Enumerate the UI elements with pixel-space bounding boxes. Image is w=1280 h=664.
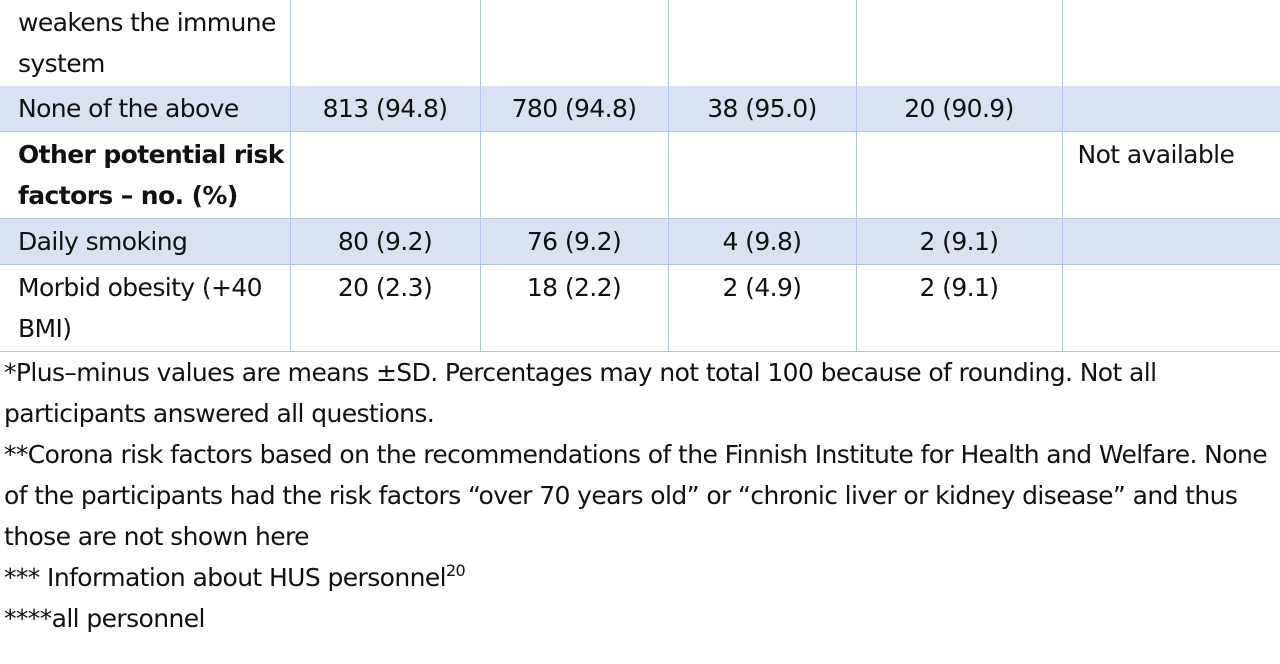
table-cell: 18 (2.2) [480, 264, 669, 352]
table-cell: 76 (9.2) [480, 218, 669, 265]
table-row: Morbid obesity (+40 BMI) 20 (2.3) 18 (2.2)… [0, 264, 1280, 352]
footnote: *** Information about HUS personnel20 [4, 557, 1276, 598]
data-table: weakens the immune system None of the abo… [0, 0, 1280, 352]
table-cell [668, 0, 857, 86]
table-cell: 2 (4.9) [668, 264, 857, 352]
row-label: None of the above [0, 86, 291, 132]
table-row: weakens the immune system [0, 0, 1280, 86]
table-cell: 80 (9.2) [290, 218, 481, 265]
table-cell: 2 (9.1) [856, 218, 1063, 265]
footnote: ****all personnel [4, 604, 205, 633]
table-cell [290, 131, 481, 219]
table-cell: 813 (94.8) [290, 86, 481, 132]
table-cell: 780 (94.8) [480, 86, 669, 132]
table-cell [1062, 218, 1280, 265]
row-label: Morbid obesity (+40 BMI) [0, 264, 291, 352]
footnote-superscript: 20 [445, 561, 466, 580]
table-cell: 38 (95.0) [668, 86, 857, 132]
row-label: Daily smoking [0, 218, 291, 265]
table-cell: 2 (9.1) [856, 264, 1063, 352]
footnotes: *Plus–minus values are means ±SD. Percen… [0, 352, 1280, 639]
table-cell: 20 (90.9) [856, 86, 1063, 132]
row-label: Other potential risk factors – no. (%) [0, 131, 291, 219]
table-cell [856, 131, 1063, 219]
table-cell: 4 (9.8) [668, 218, 857, 265]
row-label: weakens the immune system [0, 0, 291, 86]
table-cell: 20 (2.3) [290, 264, 481, 352]
table-cell [1062, 265, 1280, 352]
table-cell [1062, 0, 1280, 86]
table-cell [480, 0, 669, 86]
footnote-text: *** Information about HUS personnel [4, 563, 447, 592]
table-row: Daily smoking 80 (9.2) 76 (9.2) 4 (9.8) 2 (9… [0, 218, 1280, 265]
footnote: *Plus–minus values are means ±SD. Percen… [4, 358, 1157, 428]
table-cell [290, 0, 481, 86]
table-row: None of the above 813 (94.8) 780 (94.8) 38 … [0, 86, 1280, 132]
table-cell [480, 131, 669, 219]
table-cell [668, 131, 857, 219]
table-cell: Not available [1077, 140, 1235, 169]
table-row: Other potential risk factors – no. (%) No… [0, 131, 1280, 219]
table-cell [1062, 86, 1280, 132]
footnote: **Corona risk factors based on the recom… [4, 440, 1268, 551]
table-body: weakens the immune system None of the abo… [0, 0, 1280, 352]
table-cell [856, 0, 1063, 86]
